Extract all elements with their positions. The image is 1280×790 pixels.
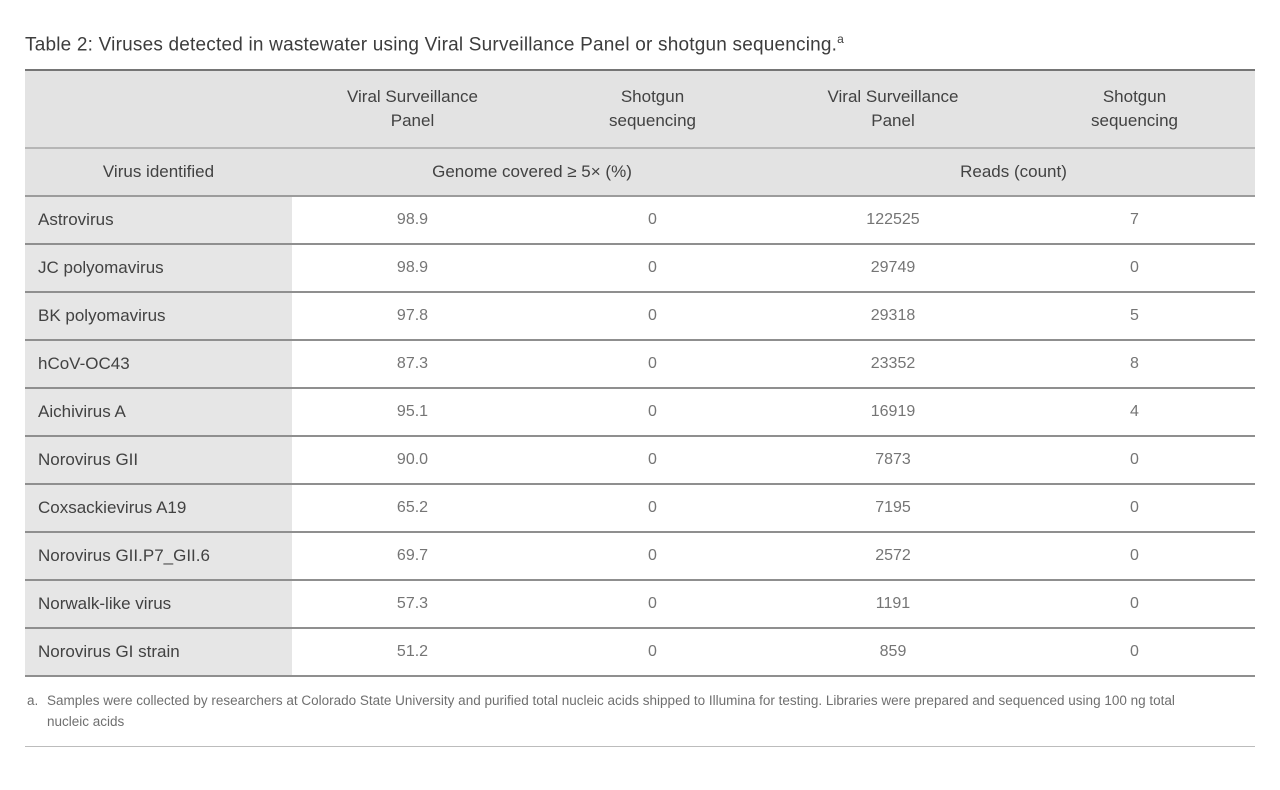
table-row: Norwalk-like virus 57.3 0 1191 0 — [25, 580, 1255, 630]
vsp-genome-cell: 57.3 — [292, 580, 533, 630]
virus-name-cell: Aichivirus A — [25, 388, 292, 438]
viruses-table: Viral Surveillance Panel Shotgun sequenc… — [25, 69, 1255, 678]
virus-name-cell: Coxsackievirus A19 — [25, 484, 292, 534]
virus-name-cell: Astrovirus — [25, 196, 292, 246]
vsp-genome-cell: 95.1 — [292, 388, 533, 438]
shotgun-genome-cell: 0 — [533, 484, 772, 534]
shotgun-genome-cell: 0 — [533, 580, 772, 630]
shotgun-reads-cell: 5 — [1014, 292, 1255, 342]
shotgun-genome-cell: 0 — [533, 532, 772, 582]
bottom-divider — [25, 746, 1255, 748]
header-virus-identified: Virus identified — [25, 148, 292, 198]
table-row: BK polyomavirus 97.8 0 29318 5 — [25, 292, 1255, 342]
shotgun-reads-cell: 0 — [1014, 580, 1255, 630]
table-row: hCoV-OC43 87.3 0 23352 8 — [25, 340, 1255, 390]
shotgun-genome-cell: 0 — [533, 436, 772, 486]
vsp-genome-cell: 69.7 — [292, 532, 533, 582]
shotgun-reads-cell: 8 — [1014, 340, 1255, 390]
footnote-text: Samples were collected by researchers at… — [47, 693, 1175, 730]
vsp-reads-cell: 1191 — [772, 580, 1014, 630]
footnote-marker-superscript: a — [837, 32, 845, 46]
method-header-row: Viral Surveillance Panel Shotgun sequenc… — [25, 70, 1255, 150]
shotgun-reads-cell: 0 — [1014, 436, 1255, 486]
vsp-reads-cell: 29749 — [772, 244, 1014, 294]
table-row: Coxsackievirus A19 65.2 0 7195 0 — [25, 484, 1255, 534]
vsp-genome-cell: 65.2 — [292, 484, 533, 534]
shotgun-reads-cell: 0 — [1014, 628, 1255, 678]
vsp-reads-cell: 859 — [772, 628, 1014, 678]
vsp-genome-cell: 98.9 — [292, 244, 533, 294]
vsp-reads-cell: 122525 — [772, 196, 1014, 246]
vsp-reads-cell: 23352 — [772, 340, 1014, 390]
virus-name-cell: Norovirus GII — [25, 436, 292, 486]
shotgun-reads-cell: 0 — [1014, 484, 1255, 534]
shotgun-genome-cell: 0 — [533, 292, 772, 342]
table-row: Norovirus GI strain 51.2 0 859 0 — [25, 628, 1255, 678]
table-title: Table 2: Viruses detected in wastewater … — [25, 28, 1255, 56]
header-genome-covered-group: Genome covered ≥ 5× (%) — [292, 148, 772, 198]
shotgun-reads-cell: 7 — [1014, 196, 1255, 246]
document-page: Table 2: Viruses detected in wastewater … — [0, 28, 1280, 748]
header-vsp-reads: Viral Surveillance Panel — [772, 70, 1014, 150]
vsp-genome-cell: 97.8 — [292, 292, 533, 342]
table-row: Norovirus GII.P7_GII.6 69.7 0 2572 0 — [25, 532, 1255, 582]
vsp-genome-cell: 98.9 — [292, 196, 533, 246]
empty-header-cell — [25, 70, 292, 150]
header-vsp-genome: Viral Surveillance Panel — [292, 70, 533, 150]
virus-name-cell: Norovirus GI strain — [25, 628, 292, 678]
vsp-reads-cell: 29318 — [772, 292, 1014, 342]
vsp-reads-cell: 2572 — [772, 532, 1014, 582]
table-footnote: a. Samples were collected by researchers… — [25, 690, 1255, 732]
table-body: Astrovirus 98.9 0 122525 7 JC polyomavir… — [25, 196, 1255, 678]
vsp-reads-cell: 16919 — [772, 388, 1014, 438]
shotgun-genome-cell: 0 — [533, 340, 772, 390]
header-reads-group: Reads (count) — [772, 148, 1255, 198]
shotgun-reads-cell: 4 — [1014, 388, 1255, 438]
group-header-row: Virus identified Genome covered ≥ 5× (%)… — [25, 148, 1255, 198]
vsp-reads-cell: 7873 — [772, 436, 1014, 486]
footnote-marker: a. — [27, 693, 39, 709]
shotgun-reads-cell: 0 — [1014, 532, 1255, 582]
shotgun-reads-cell: 0 — [1014, 244, 1255, 294]
table-title-text: Table 2: Viruses detected in wastewater … — [25, 34, 838, 56]
table-row: Aichivirus A 95.1 0 16919 4 — [25, 388, 1255, 438]
shotgun-genome-cell: 0 — [533, 196, 772, 246]
virus-name-cell: hCoV-OC43 — [25, 340, 292, 390]
virus-name-cell: Norwalk-like virus — [25, 580, 292, 630]
vsp-genome-cell: 90.0 — [292, 436, 533, 486]
table-header: Viral Surveillance Panel Shotgun sequenc… — [25, 70, 1255, 198]
vsp-genome-cell: 87.3 — [292, 340, 533, 390]
vsp-genome-cell: 51.2 — [292, 628, 533, 678]
shotgun-genome-cell: 0 — [533, 628, 772, 678]
vsp-reads-cell: 7195 — [772, 484, 1014, 534]
header-shotgun-reads: Shotgun sequencing — [1014, 70, 1255, 150]
virus-name-cell: JC polyomavirus — [25, 244, 292, 294]
virus-name-cell: BK polyomavirus — [25, 292, 292, 342]
header-shotgun-genome: Shotgun sequencing — [533, 70, 772, 150]
table-row: JC polyomavirus 98.9 0 29749 0 — [25, 244, 1255, 294]
shotgun-genome-cell: 0 — [533, 244, 772, 294]
table-row: Norovirus GII 90.0 0 7873 0 — [25, 436, 1255, 486]
shotgun-genome-cell: 0 — [533, 388, 772, 438]
virus-name-cell: Norovirus GII.P7_GII.6 — [25, 532, 292, 582]
table-row: Astrovirus 98.9 0 122525 7 — [25, 196, 1255, 246]
